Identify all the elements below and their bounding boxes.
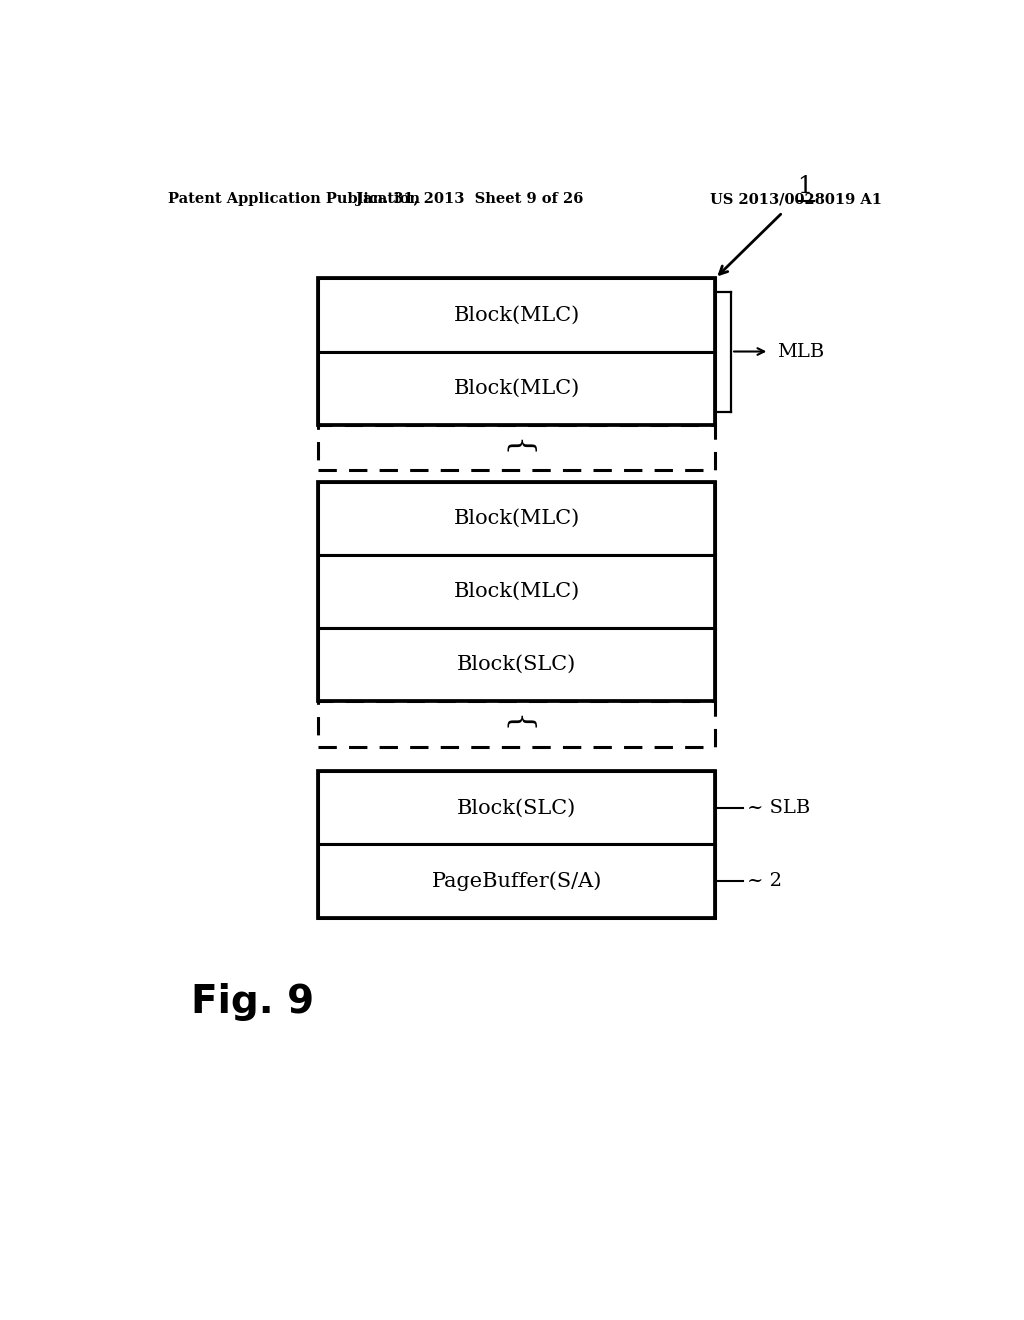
Text: Fig. 9: Fig. 9 bbox=[191, 983, 314, 1020]
Bar bbox=[318, 628, 715, 701]
Text: {: { bbox=[502, 714, 532, 734]
Text: Block(SLC): Block(SLC) bbox=[458, 655, 577, 675]
Text: Block(SLC): Block(SLC) bbox=[458, 799, 577, 817]
Text: MLB: MLB bbox=[777, 342, 824, 360]
Bar bbox=[318, 482, 715, 554]
Text: Patent Application Publication: Patent Application Publication bbox=[168, 191, 420, 206]
Bar bbox=[318, 351, 715, 425]
Text: ~ SLB: ~ SLB bbox=[748, 799, 810, 817]
Text: 1: 1 bbox=[797, 176, 812, 198]
Bar bbox=[318, 845, 715, 917]
Text: ~ 2: ~ 2 bbox=[748, 873, 782, 890]
Text: Jan. 31, 2013  Sheet 9 of 26: Jan. 31, 2013 Sheet 9 of 26 bbox=[355, 191, 583, 206]
Bar bbox=[318, 279, 715, 351]
Text: Block(MLC): Block(MLC) bbox=[454, 582, 580, 601]
Bar bbox=[318, 279, 715, 425]
Text: Block(MLC): Block(MLC) bbox=[454, 508, 580, 528]
Bar bbox=[318, 701, 715, 747]
Bar bbox=[318, 771, 715, 917]
Bar bbox=[318, 425, 715, 470]
Bar bbox=[318, 771, 715, 845]
Bar bbox=[318, 482, 715, 701]
Bar bbox=[318, 554, 715, 628]
Text: Block(MLC): Block(MLC) bbox=[454, 305, 580, 325]
Text: PageBuffer(S/A): PageBuffer(S/A) bbox=[432, 871, 602, 891]
Text: US 2013/0028019 A1: US 2013/0028019 A1 bbox=[710, 191, 882, 206]
Text: Block(MLC): Block(MLC) bbox=[454, 379, 580, 397]
Text: {: { bbox=[502, 438, 532, 457]
